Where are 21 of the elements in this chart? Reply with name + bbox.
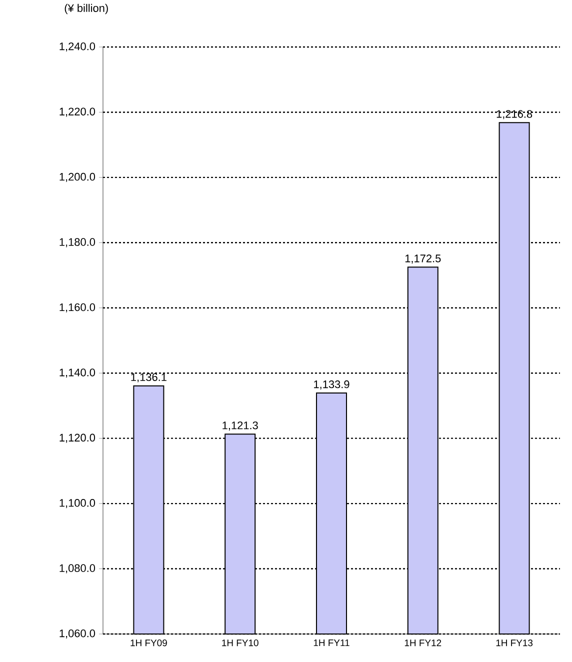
x-tick-label: 1H FY09 bbox=[130, 640, 167, 646]
data-label: 1,216.8 bbox=[496, 110, 532, 120]
data-label: 1,121.3 bbox=[222, 422, 258, 431]
x-tick-label: 1H FY10 bbox=[222, 640, 258, 646]
y-axis-title: (¥ billion) bbox=[64, 4, 108, 14]
y-tick-label: 1,180.0 bbox=[60, 238, 96, 248]
x-tick-label: 1H FY11 bbox=[314, 640, 350, 646]
y-tick-label: 1,120.0 bbox=[60, 434, 96, 443]
y-tick-label: 1,140.0 bbox=[60, 368, 96, 378]
x-tick-label: 1H FY13 bbox=[496, 640, 533, 646]
data-label: 1,172.5 bbox=[405, 254, 441, 264]
x-tick-label: 1H FY12 bbox=[404, 640, 442, 646]
y-tick-label: 1,080.0 bbox=[60, 564, 96, 574]
y-tick-label: 1,100.0 bbox=[60, 499, 96, 508]
y-tick-label: 1,160.0 bbox=[60, 303, 96, 312]
data-label: 1,136.1 bbox=[131, 373, 166, 382]
y-tick-label: 1,060.0 bbox=[60, 629, 96, 639]
y-tick-label: 1,220.0 bbox=[60, 108, 96, 117]
y-tick-label: 1,200.0 bbox=[60, 172, 96, 182]
y-tick-label: 1,240.0 bbox=[60, 42, 96, 52]
data-label: 1,133.9 bbox=[314, 380, 350, 390]
